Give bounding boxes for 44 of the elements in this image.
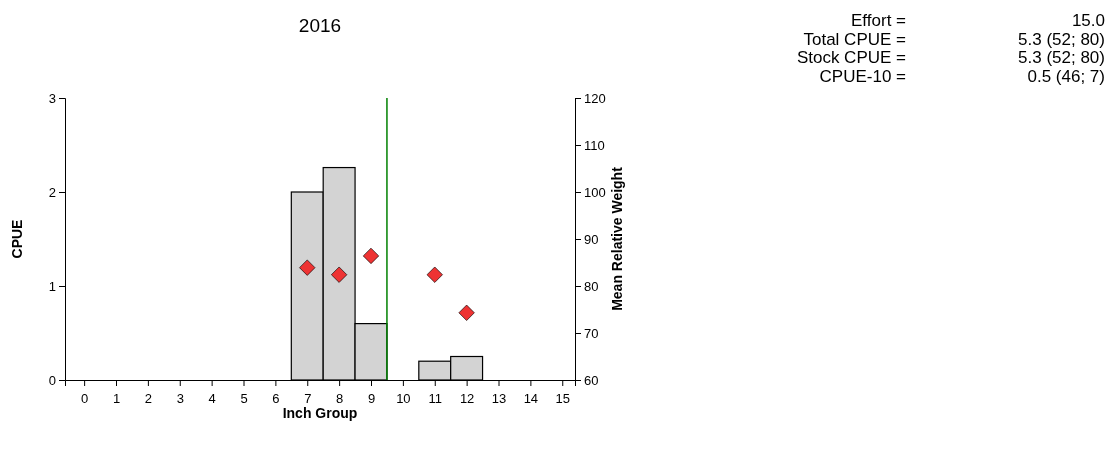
y2-tick-label: 100 <box>584 184 606 200</box>
x-tick-label: 7 <box>304 391 312 407</box>
x-tick-label: 15 <box>555 391 570 407</box>
x-tick-label: 13 <box>491 391 507 407</box>
x-tick-label: 1 <box>112 391 121 407</box>
x-tick-label: 9 <box>367 391 376 407</box>
text: Effort = <box>851 11 907 30</box>
y2-tick-label: 120 <box>584 90 606 106</box>
x-tick-label: 3 <box>176 391 184 407</box>
y-tick-label: 1 <box>48 278 56 294</box>
x-tick-label: 2 <box>144 391 152 407</box>
point <box>331 266 348 283</box>
x-tick-label: 0 <box>81 391 89 407</box>
text: Stock CPUE = <box>796 48 907 67</box>
x-tick-label: 14 <box>523 391 539 407</box>
text: 0.5 (46; 7) <box>1027 66 1105 86</box>
y-tick-label: 3 <box>48 90 56 106</box>
y2-tick-label: 60 <box>584 372 599 388</box>
x-tick-label: 4 <box>208 391 216 407</box>
y2-axis-title: Mean Relative Weight <box>609 166 625 311</box>
y2-tick-label: 90 <box>584 231 599 247</box>
y2-tick-label: 110 <box>584 137 605 153</box>
x-tick-label: 12 <box>459 391 475 407</box>
y-tick-label: 2 <box>48 184 56 200</box>
point <box>458 304 475 321</box>
point <box>426 266 443 283</box>
text: CPUE-10 = <box>819 66 907 86</box>
x-tick-label: 11 <box>428 391 442 407</box>
point <box>362 247 380 264</box>
x-tick-label: 5 <box>240 391 248 407</box>
text: 15.0 <box>1071 11 1105 30</box>
x-axis-title: Inch Group <box>282 405 358 422</box>
x-tick-label: 6 <box>272 391 280 407</box>
x-tick-label: 10 <box>396 391 411 407</box>
point <box>299 259 316 276</box>
text: 5.3 (52; 80) <box>1018 29 1105 49</box>
text: Total CPUE = <box>803 29 907 49</box>
x-tick-label: 8 <box>336 391 344 407</box>
chart-title: 2016 <box>298 15 342 36</box>
y2-tick-label: 80 <box>584 278 599 294</box>
y-tick-label: 0 <box>48 372 56 388</box>
text: 5.3 (52; 80) <box>1018 48 1105 67</box>
y2-tick-label: 70 <box>584 325 599 341</box>
y-axis-title: CPUE <box>9 219 25 259</box>
